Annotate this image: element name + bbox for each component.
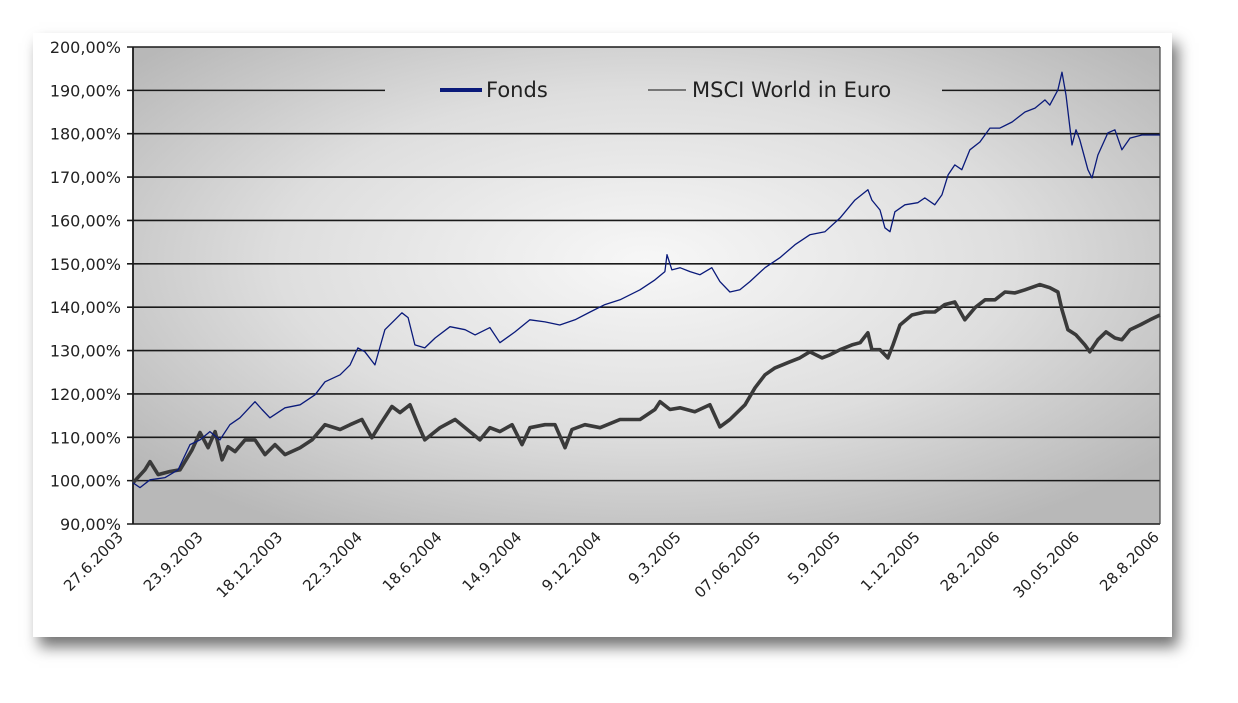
x-tick-label: 23.9.2003: [140, 528, 207, 595]
x-tick-label: 14.9.2004: [459, 528, 526, 595]
legend-label-fonds: Fonds: [486, 78, 548, 102]
y-tick-label: 140,00%: [50, 298, 121, 317]
x-tick-label: 9.12.2004: [538, 528, 605, 595]
y-tick-label: 180,00%: [50, 125, 121, 144]
y-tick-label: 160,00%: [50, 211, 121, 230]
x-tick-label: 07.06.2005: [691, 528, 764, 601]
y-tick-label: 130,00%: [50, 342, 121, 361]
x-tick-label: 1.12.2005: [857, 528, 924, 595]
x-tick-label: 18.6.2004: [379, 528, 446, 595]
y-tick-label: 190,00%: [50, 81, 121, 100]
x-tick-label: 28.8.2006: [1096, 528, 1163, 595]
x-tick-label: 28.2.2006: [937, 528, 1004, 595]
y-tick-label: 110,00%: [50, 428, 121, 447]
x-tick-label: 30.05.2006: [1010, 528, 1083, 601]
x-tick-label: 18.12.2003: [213, 528, 286, 601]
series-line-msci-world: [131, 282, 1161, 485]
y-tick-label: 170,00%: [50, 168, 121, 187]
legend-label-msci: MSCI World in Euro: [692, 78, 891, 102]
series-line-fonds: [132, 71, 1160, 489]
y-tick-label: 200,00%: [50, 38, 121, 57]
legend: Fonds MSCI World in Euro: [440, 78, 891, 102]
y-tick-label: 90,00%: [60, 515, 121, 534]
x-tick-label: 9.3.2005: [625, 528, 685, 588]
x-tick-label: 27.6.2003: [60, 528, 127, 595]
y-tick-label: 120,00%: [50, 385, 121, 404]
x-tick-label: 22.3.2004: [299, 528, 366, 595]
x-tick-label: 5.9.2005: [784, 528, 844, 588]
y-tick-label: 100,00%: [50, 472, 121, 491]
y-tick-label: 150,00%: [50, 255, 121, 274]
